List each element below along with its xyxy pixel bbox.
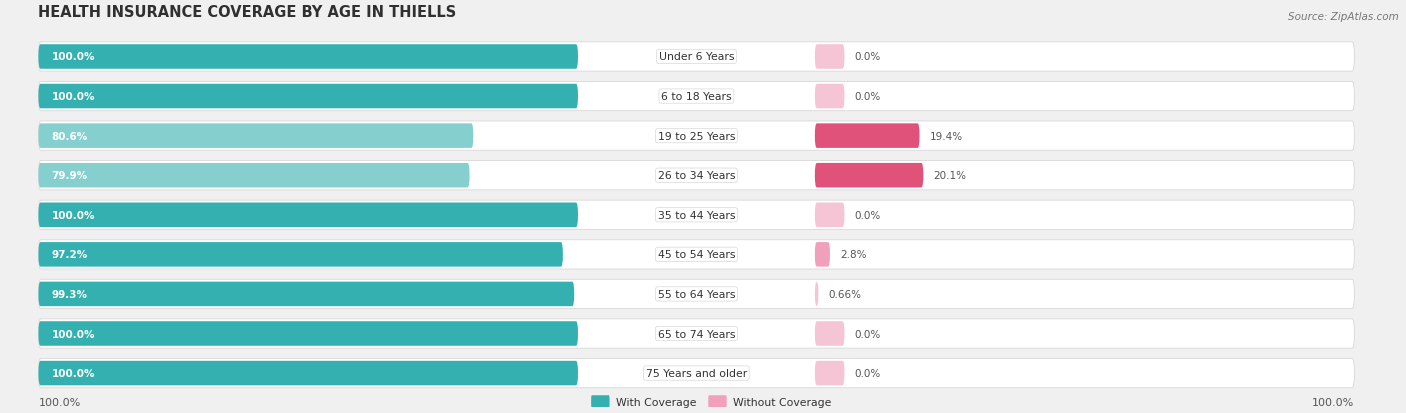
FancyBboxPatch shape: [38, 240, 1354, 269]
FancyBboxPatch shape: [38, 280, 1354, 309]
FancyBboxPatch shape: [38, 45, 578, 69]
FancyBboxPatch shape: [38, 82, 1354, 112]
Text: 100.0%: 100.0%: [52, 52, 96, 62]
FancyBboxPatch shape: [815, 124, 920, 149]
Text: Without Coverage: Without Coverage: [734, 396, 831, 406]
Text: 100.0%: 100.0%: [52, 368, 96, 378]
Text: Source: ZipAtlas.com: Source: ZipAtlas.com: [1288, 12, 1399, 22]
Text: 45 to 54 Years: 45 to 54 Years: [658, 250, 735, 260]
Text: 26 to 34 Years: 26 to 34 Years: [658, 171, 735, 181]
Text: 0.0%: 0.0%: [855, 52, 880, 62]
FancyBboxPatch shape: [38, 122, 1354, 151]
FancyBboxPatch shape: [815, 85, 845, 109]
FancyBboxPatch shape: [38, 85, 578, 109]
Text: 0.0%: 0.0%: [855, 92, 880, 102]
Text: 20.1%: 20.1%: [934, 171, 966, 181]
FancyBboxPatch shape: [38, 242, 562, 267]
FancyBboxPatch shape: [38, 282, 574, 306]
FancyBboxPatch shape: [815, 203, 845, 228]
FancyBboxPatch shape: [38, 358, 1354, 388]
Text: 75 Years and older: 75 Years and older: [645, 368, 747, 378]
FancyBboxPatch shape: [38, 361, 578, 385]
Text: 0.0%: 0.0%: [855, 368, 880, 378]
FancyBboxPatch shape: [815, 321, 845, 346]
Text: 55 to 64 Years: 55 to 64 Years: [658, 289, 735, 299]
Text: 0.66%: 0.66%: [828, 289, 862, 299]
FancyBboxPatch shape: [815, 242, 830, 267]
FancyBboxPatch shape: [38, 319, 1354, 348]
Text: 0.0%: 0.0%: [855, 329, 880, 339]
FancyBboxPatch shape: [815, 164, 924, 188]
Text: 65 to 74 Years: 65 to 74 Years: [658, 329, 735, 339]
FancyBboxPatch shape: [815, 361, 845, 385]
Text: 35 to 44 Years: 35 to 44 Years: [658, 210, 735, 220]
Text: 0.0%: 0.0%: [855, 210, 880, 220]
Text: 19.4%: 19.4%: [929, 131, 963, 141]
Text: 97.2%: 97.2%: [52, 250, 87, 260]
Text: 100.0%: 100.0%: [1312, 396, 1354, 406]
FancyBboxPatch shape: [38, 203, 578, 228]
Text: With Coverage: With Coverage: [616, 396, 696, 406]
Text: 80.6%: 80.6%: [52, 131, 87, 141]
Text: 100.0%: 100.0%: [52, 210, 96, 220]
FancyBboxPatch shape: [38, 164, 470, 188]
FancyBboxPatch shape: [815, 282, 818, 306]
FancyBboxPatch shape: [38, 124, 474, 149]
Text: 19 to 25 Years: 19 to 25 Years: [658, 131, 735, 141]
FancyBboxPatch shape: [38, 43, 1354, 72]
Text: 100.0%: 100.0%: [52, 92, 96, 102]
Text: 79.9%: 79.9%: [52, 171, 87, 181]
FancyBboxPatch shape: [815, 45, 845, 69]
Text: 100.0%: 100.0%: [38, 396, 80, 406]
FancyBboxPatch shape: [38, 161, 1354, 190]
Text: 2.8%: 2.8%: [839, 250, 866, 260]
Text: 99.3%: 99.3%: [52, 289, 87, 299]
Text: 6 to 18 Years: 6 to 18 Years: [661, 92, 731, 102]
FancyBboxPatch shape: [709, 395, 727, 408]
FancyBboxPatch shape: [38, 321, 578, 346]
FancyBboxPatch shape: [591, 395, 610, 408]
Text: 100.0%: 100.0%: [52, 329, 96, 339]
FancyBboxPatch shape: [38, 201, 1354, 230]
Text: HEALTH INSURANCE COVERAGE BY AGE IN THIELLS: HEALTH INSURANCE COVERAGE BY AGE IN THIE…: [38, 5, 457, 20]
Text: Under 6 Years: Under 6 Years: [658, 52, 734, 62]
